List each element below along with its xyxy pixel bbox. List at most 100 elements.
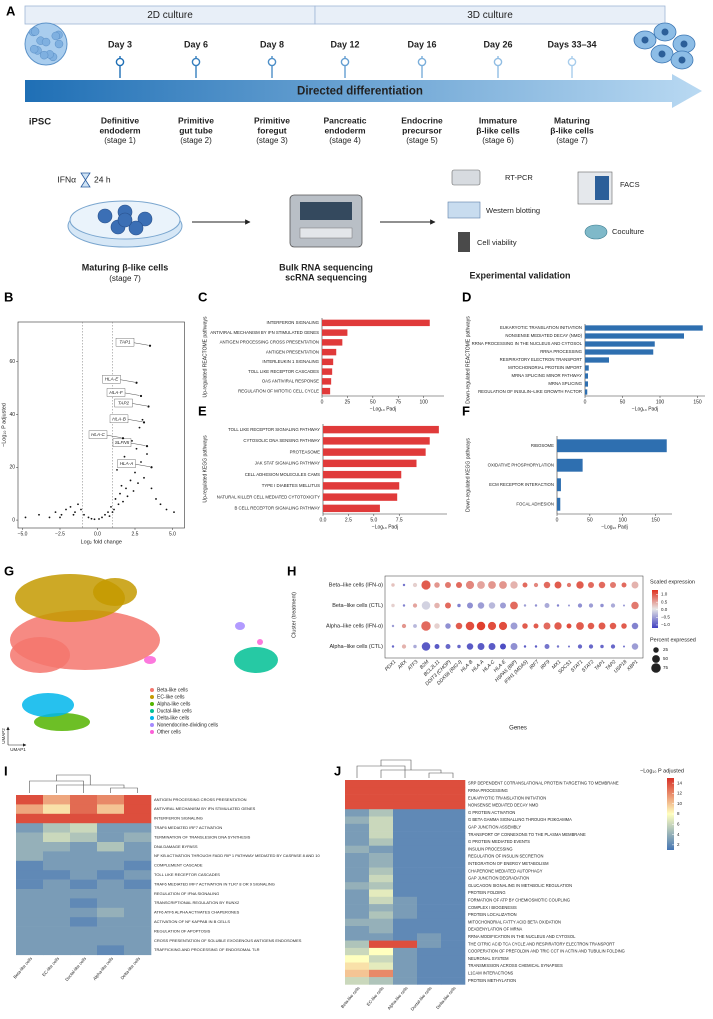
heat-cell <box>124 851 152 862</box>
annotated-point <box>135 381 138 384</box>
heat-cell <box>97 813 125 824</box>
panel-label: H <box>287 563 296 578</box>
column-label: Ductal-like cells <box>64 956 87 982</box>
bar <box>323 448 426 456</box>
heat-cell <box>441 904 466 912</box>
annotation-arrow <box>106 435 122 438</box>
dot <box>556 645 560 648</box>
stage-name: Definitive <box>101 115 140 125</box>
dot <box>588 603 594 608</box>
row-label: PROTEIN FOLDING <box>468 890 506 895</box>
cell-cluster <box>10 637 70 673</box>
y-axis-title: Up-regulated REACTOME pathways <box>202 316 208 398</box>
dot <box>391 603 395 608</box>
stage-name: foregut <box>257 125 286 135</box>
heat-cell <box>417 969 442 978</box>
heat-cell <box>124 926 152 937</box>
point <box>155 498 157 500</box>
bar <box>585 389 588 395</box>
y-axis-title: Down-regulated REACTOME pathways <box>465 316 471 404</box>
heat-cell <box>393 911 418 919</box>
heat-cell <box>70 860 98 871</box>
heat-cell <box>393 838 418 846</box>
heat-cell <box>441 801 466 810</box>
row-label: RRNA MODIFICATION IN THE NUCLEUS AND CYT… <box>468 934 576 939</box>
point <box>143 476 145 479</box>
pin-head <box>493 57 503 67</box>
dot <box>522 582 528 588</box>
heat-cell <box>70 907 98 918</box>
row-label: Beta–like cells (CTL) <box>332 603 383 609</box>
heat-cell <box>124 945 152 956</box>
heat-cell <box>417 947 442 956</box>
ipsc-cell <box>39 50 49 60</box>
bar <box>585 341 655 347</box>
legend-swatch <box>150 716 154 720</box>
point <box>141 418 144 421</box>
heat-cell <box>43 804 71 815</box>
row-label: INTERFERON SIGNALING <box>154 816 203 821</box>
heat-cell <box>393 823 418 832</box>
dot <box>401 623 407 629</box>
point <box>90 517 93 520</box>
row-label: REGULATION OF APOPTOSIS <box>154 928 211 933</box>
dot <box>434 623 440 629</box>
x-tick-label: 50 <box>370 399 376 405</box>
dot <box>610 603 616 608</box>
legend-swatch <box>150 695 154 699</box>
heat-cell <box>393 940 418 949</box>
point <box>72 513 75 516</box>
legend-label: Beta-like cells <box>157 687 188 693</box>
panel-label: I <box>4 763 8 778</box>
plot-frame <box>17 321 185 529</box>
dot <box>499 581 507 589</box>
heat-cell <box>417 889 442 898</box>
row-label: INTEGRATION OF ENERGY METABOLISM <box>468 861 549 866</box>
category-label: FOCAL ADHESION <box>516 501 554 506</box>
heat-cell <box>417 911 442 919</box>
dendrogram <box>29 774 138 793</box>
heat-cell <box>16 889 44 899</box>
heat-cell <box>393 926 418 934</box>
row-label: INSULIN PROCESSING <box>468 846 513 851</box>
heat-cell <box>417 831 442 839</box>
heat-cell <box>345 940 370 949</box>
colorbar <box>652 590 658 628</box>
dot <box>543 622 551 630</box>
legend-label: Nonendocrine-dividing cells <box>157 722 219 728</box>
assay-label: FACS <box>620 180 640 189</box>
bar <box>322 329 348 336</box>
heat-cell <box>16 860 44 871</box>
x-tick-label: 0 <box>321 399 324 405</box>
category-label: OAS ANTIVIRAL RESPONSE <box>262 379 319 384</box>
annotation-box <box>117 459 136 468</box>
gene-label: TAP1 <box>594 659 607 672</box>
dot <box>488 643 496 650</box>
heat-cell <box>441 911 466 919</box>
category-label: MRNA SPLICING <box>548 381 582 386</box>
heat-cell <box>369 831 394 839</box>
gene-label: XBP1 <box>625 659 639 673</box>
point <box>69 505 72 508</box>
heat-cell <box>393 780 418 788</box>
pin-head <box>417 57 427 67</box>
day-label: Days 33–34 <box>547 39 596 49</box>
stage-name: β-like cells <box>476 125 520 135</box>
row-label: DNA DAMAGE BYPASS <box>154 844 198 849</box>
culture-bar <box>314 5 666 25</box>
row-label: COMPLEX I BIOGENESIS <box>468 905 517 910</box>
x-tick-label: −5.0 <box>18 531 28 537</box>
annotated-point <box>142 421 146 424</box>
heat-cell <box>417 787 442 795</box>
dot <box>476 621 486 631</box>
category-label: JAK STAT SIGNALING PATHWAY <box>255 461 320 466</box>
ipsc-cell <box>51 31 61 41</box>
annotation-arrow <box>132 403 148 407</box>
point <box>93 518 96 521</box>
point <box>87 516 90 519</box>
heat-cell <box>97 889 125 899</box>
bar <box>557 497 561 511</box>
heat-cell <box>441 977 466 985</box>
heat-cell <box>43 842 71 852</box>
heat-cell <box>70 945 98 956</box>
